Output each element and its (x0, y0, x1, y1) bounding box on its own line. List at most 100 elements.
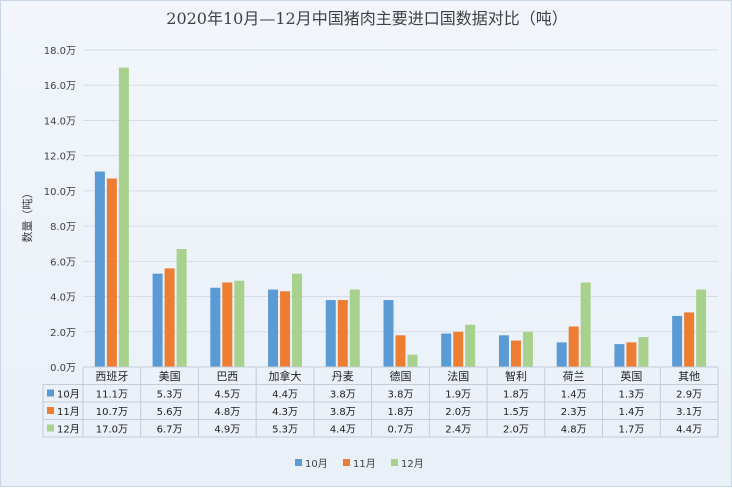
category-label: 丹麦 (332, 370, 354, 383)
data-label: 2.9万 (676, 390, 702, 401)
legend-label: 11月 (353, 458, 376, 470)
bar (441, 333, 452, 367)
data-label: 4.5万 (214, 390, 240, 401)
category-label: 巴西 (216, 370, 238, 383)
bar (626, 342, 637, 367)
data-label: 4.8万 (561, 425, 587, 436)
category-label: 英国 (620, 369, 642, 383)
data-label: 5.3万 (272, 425, 298, 436)
bar (152, 273, 163, 367)
bar (510, 340, 521, 367)
legend-label: 10月 (305, 458, 328, 470)
bar (556, 342, 567, 367)
series-swatch (47, 424, 54, 432)
y-tick-label: 2.0万 (50, 328, 76, 339)
data-label: 10.7万 (96, 407, 128, 418)
data-label: 2.3万 (561, 407, 587, 418)
data-table: 西班牙 美国 巴西 加拿大 丹麦 德国 法国 智利 荷兰 英国 其他 10月 11.1万 5.3万 4.5万… (42, 366, 719, 438)
bar (118, 67, 129, 367)
bar (94, 171, 105, 367)
bar (498, 335, 509, 367)
data-label: 4.9万 (214, 425, 240, 436)
series-row-label: 10月 (57, 389, 80, 401)
category-label: 德国 (390, 369, 412, 383)
legend-label: 12月 (401, 458, 424, 470)
data-label: 4.4万 (330, 425, 356, 436)
bar (522, 331, 533, 367)
y-tick-label: 0.0万 (50, 363, 76, 374)
data-label: 1.5万 (503, 407, 529, 418)
bar (580, 282, 591, 367)
data-label: 1.4万 (561, 390, 587, 401)
y-tick-label: 16.0万 (44, 81, 76, 92)
y-tick-label: 12.0万 (44, 152, 76, 163)
data-label: 1.9万 (445, 390, 471, 401)
bar (614, 344, 625, 367)
category-label: 西班牙 (95, 370, 128, 383)
data-label: 3.8万 (388, 390, 414, 401)
data-label: 11.1万 (96, 390, 128, 401)
category-label: 智利 (505, 369, 527, 383)
data-label: 5.6万 (157, 407, 183, 418)
bar (292, 273, 303, 367)
bar (176, 249, 187, 367)
data-label: 1.8万 (388, 407, 414, 418)
y-tick-label: 4.0万 (50, 293, 76, 304)
bar (407, 354, 418, 367)
y-tick-label: 10.0万 (44, 187, 76, 198)
gridlines (83, 49, 718, 368)
data-label: 1.8万 (503, 390, 529, 401)
bar (684, 312, 695, 367)
data-label: 17.0万 (96, 425, 128, 436)
bar (222, 282, 233, 367)
category-label: 加拿大 (269, 369, 302, 383)
chart-title: 2020年10月—12月中国猪肉主要进口国数据对比（吨） (166, 9, 567, 28)
y-axis-ticks: 0.0万 2.0万 4.0万 6.0万 8.0万 10.0万 12.0万 14.0万 16.0万… (44, 46, 76, 374)
bar (325, 300, 336, 367)
data-label: 3.8万 (330, 407, 356, 418)
data-label: 0.7万 (388, 425, 414, 436)
bar (672, 315, 683, 367)
data-label: 2.4万 (445, 425, 471, 436)
category-label: 其他 (678, 370, 700, 383)
category-label: 美国 (159, 370, 181, 383)
bar (106, 178, 117, 367)
data-label: 2.0万 (445, 407, 471, 418)
y-tick-label: 18.0万 (44, 46, 76, 57)
series-row-label: 11月 (57, 406, 80, 418)
series-swatch (47, 407, 54, 414)
data-label: 1.4万 (618, 407, 644, 418)
data-label: 1.7万 (618, 425, 644, 436)
legend-swatch (391, 459, 398, 466)
y-tick-label: 14.0万 (44, 116, 76, 127)
data-label: 3.8万 (330, 390, 356, 401)
bar (696, 289, 707, 367)
category-label: 法国 (447, 369, 469, 383)
legend-swatch (295, 459, 302, 466)
bar (234, 280, 245, 367)
bar (337, 300, 348, 367)
bar (164, 268, 175, 367)
bar (349, 289, 360, 367)
bar (280, 291, 291, 367)
data-label: 2.0万 (503, 425, 529, 436)
data-label: 6.7万 (157, 425, 183, 436)
bar (395, 335, 406, 367)
data-label: 4.3万 (272, 407, 298, 418)
data-label: 1.3万 (618, 390, 644, 401)
legend: 10月 11月 12月 (295, 458, 424, 470)
bar (268, 289, 279, 367)
category-label: 荷兰 (563, 370, 585, 383)
bar (383, 300, 394, 367)
data-label: 4.4万 (272, 390, 298, 401)
y-tick-label: 8.0万 (50, 222, 76, 233)
data-label: 5.3万 (157, 390, 183, 401)
y-axis-label: 数量（吨） (21, 188, 34, 243)
data-label: 3.1万 (676, 407, 702, 418)
bar (465, 324, 476, 367)
bar (453, 331, 464, 367)
bar (568, 326, 579, 367)
series-swatch (47, 389, 54, 397)
